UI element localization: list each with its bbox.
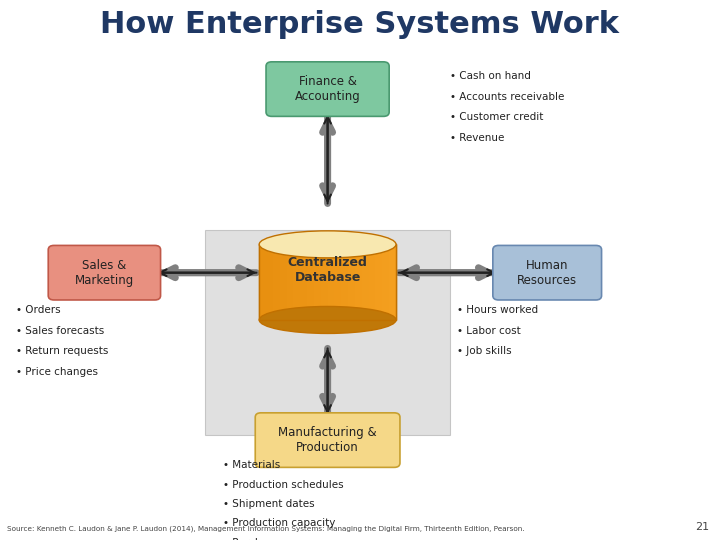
Bar [321, 244, 328, 320]
Text: Finance &
Accounting: Finance & Accounting [294, 75, 361, 103]
Ellipse shape [259, 231, 396, 258]
Bar [334, 244, 341, 320]
Text: Source: Kenneth C. Laudon & Jane P. Laudon (2014), Management Information System: Source: Kenneth C. Laudon & Jane P. Laud… [7, 526, 525, 532]
Text: • Price changes: • Price changes [16, 367, 98, 377]
Text: • Return requests: • Return requests [16, 346, 108, 356]
Bar [389, 244, 396, 320]
Ellipse shape [259, 307, 396, 333]
Bar [273, 244, 280, 320]
Bar [300, 244, 307, 320]
Text: 21: 21 [695, 522, 709, 532]
Bar [314, 244, 321, 320]
Bar [376, 244, 382, 320]
Text: Manufacturing &
Production: Manufacturing & Production [279, 426, 377, 454]
Text: • Shipment dates: • Shipment dates [223, 499, 315, 509]
Text: • Hours worked: • Hours worked [457, 305, 539, 315]
Text: Sales &
Marketing: Sales & Marketing [75, 259, 134, 287]
Text: • Cash on hand: • Cash on hand [450, 71, 531, 82]
Bar [307, 244, 314, 320]
Bar [382, 244, 389, 320]
Text: • Orders: • Orders [16, 305, 60, 315]
Bar [259, 244, 396, 320]
Bar [294, 244, 300, 320]
Text: • Job skills: • Job skills [457, 346, 512, 356]
Bar [279, 244, 287, 320]
Text: Human
Resources: Human Resources [517, 259, 577, 287]
Text: • Purchases: • Purchases [223, 538, 285, 540]
Text: • Customer credit: • Customer credit [450, 112, 544, 123]
Text: • Production capacity: • Production capacity [223, 518, 336, 529]
FancyBboxPatch shape [256, 413, 400, 467]
Bar [369, 244, 376, 320]
Text: • Accounts receivable: • Accounts receivable [450, 92, 564, 102]
Text: • Revenue: • Revenue [450, 133, 505, 143]
Text: • Materials: • Materials [223, 460, 281, 470]
Bar [259, 244, 266, 320]
FancyBboxPatch shape [48, 245, 161, 300]
Bar [341, 244, 348, 320]
Text: How Enterprise Systems Work: How Enterprise Systems Work [101, 10, 619, 39]
Bar [328, 244, 334, 320]
Bar [361, 244, 369, 320]
FancyBboxPatch shape [205, 230, 450, 435]
Bar [266, 244, 273, 320]
Text: Centralized
Database: Centralized Database [288, 256, 367, 284]
Bar [355, 244, 361, 320]
FancyBboxPatch shape [492, 245, 602, 300]
Bar [259, 244, 396, 320]
Text: • Production schedules: • Production schedules [223, 480, 344, 490]
Bar [348, 244, 355, 320]
Bar [287, 244, 294, 320]
Text: • Sales forecasts: • Sales forecasts [16, 326, 104, 336]
Text: • Labor cost: • Labor cost [457, 326, 521, 336]
FancyBboxPatch shape [266, 62, 389, 117]
